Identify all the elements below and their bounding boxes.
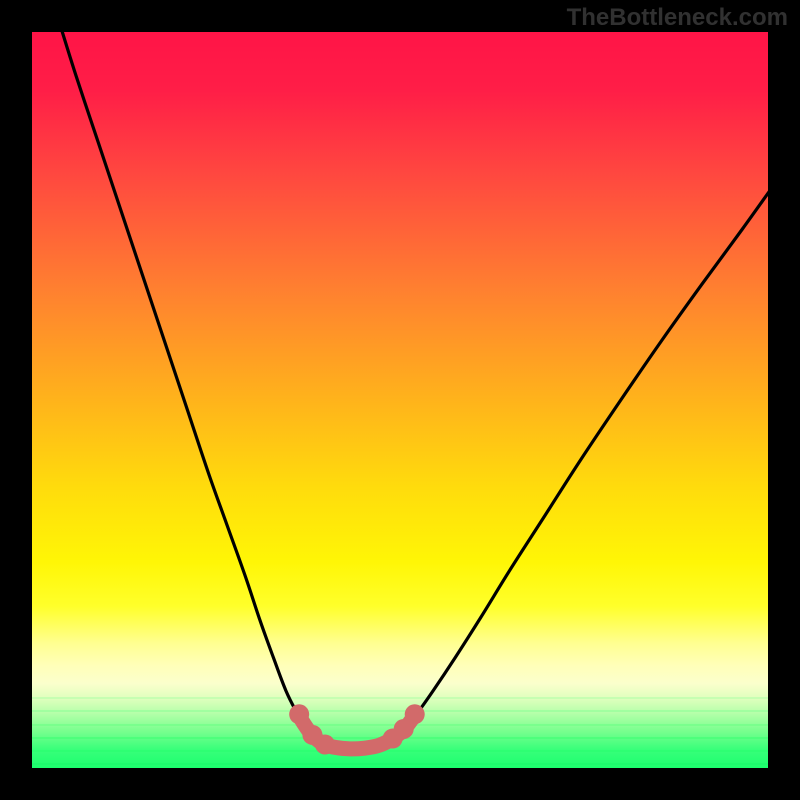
curve-layer	[32, 32, 768, 768]
bottleneck-curve	[58, 32, 768, 749]
frame-right	[768, 0, 800, 800]
valley-dot	[315, 734, 335, 754]
plot-area	[32, 32, 768, 768]
frame-bottom	[0, 768, 800, 800]
valley-dot	[405, 704, 425, 724]
frame-left	[0, 0, 32, 800]
chart-container: TheBottleneck.com	[0, 0, 800, 800]
watermark-text: TheBottleneck.com	[567, 4, 788, 32]
valley-dot	[289, 704, 309, 724]
